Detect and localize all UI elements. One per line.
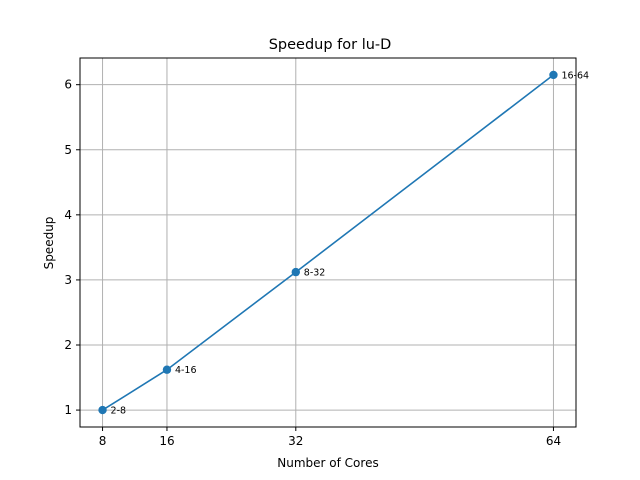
chart-title: Speedup for lu-D: [269, 37, 392, 53]
data-point: [98, 405, 107, 415]
grid-lines: [80, 58, 576, 427]
series-line-group: 2-8 4-16 8-32 16-64: [98, 70, 589, 417]
y-axis-title: Speedup: [42, 217, 56, 270]
y-tick-label: 3: [64, 273, 72, 287]
y-tick-label: 4: [64, 208, 72, 222]
x-tick-label: 8: [99, 434, 107, 448]
data-point-label: 4-16: [175, 365, 197, 376]
data-point-label: 8-32: [304, 268, 326, 279]
y-tick-label: 2: [64, 338, 72, 352]
data-point-label: 2-8: [111, 406, 127, 417]
series-line: [102, 74, 554, 411]
y-axis-ticks: 1 2 3 4 5 6: [64, 78, 80, 417]
data-point-label: 16-64: [561, 70, 589, 81]
x-tick-label: 32: [288, 434, 303, 448]
y-tick-label: 5: [64, 143, 72, 157]
x-axis-ticks: 8 16 32 64: [99, 427, 561, 448]
data-point: [291, 267, 300, 277]
y-tick-label: 6: [64, 78, 72, 92]
plot-frame: [79, 57, 577, 428]
x-axis-title: Number of Cores: [277, 456, 378, 470]
x-tick-label: 64: [546, 434, 561, 448]
y-tick-label: 1: [64, 403, 72, 417]
x-tick-label: 16: [159, 434, 174, 448]
data-point: [162, 365, 172, 374]
data-point: [549, 70, 558, 80]
